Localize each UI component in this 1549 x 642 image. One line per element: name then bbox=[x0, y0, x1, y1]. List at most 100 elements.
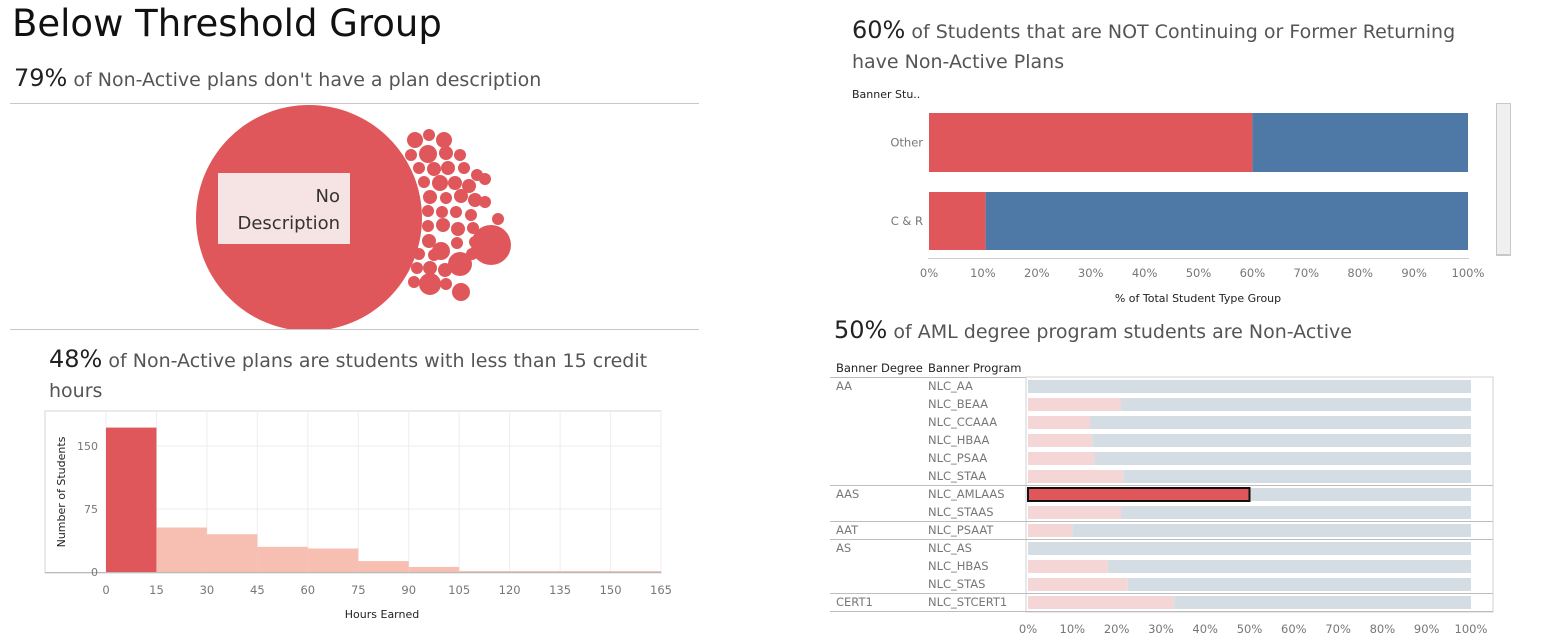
aml-bar-active[interactable] bbox=[1174, 596, 1471, 609]
bubble-chart bbox=[196, 105, 511, 330]
small-bubble[interactable] bbox=[440, 278, 452, 290]
aml-bar-highlighted[interactable] bbox=[1027, 487, 1251, 502]
bubble-divider-bottom bbox=[10, 329, 699, 330]
aml-program-label: NLC_AS bbox=[928, 541, 972, 555]
aml-bar-non-active[interactable] bbox=[1028, 470, 1124, 483]
small-bubble[interactable] bbox=[419, 273, 441, 295]
small-bubble[interactable] bbox=[423, 261, 437, 275]
small-bubble[interactable] bbox=[407, 132, 423, 148]
small-bubble[interactable] bbox=[422, 234, 436, 248]
aml-program-label: NLC_STAS bbox=[928, 577, 985, 591]
aml-bar-active[interactable] bbox=[1123, 470, 1471, 483]
aml-xtick-label: 100% bbox=[1455, 622, 1488, 636]
aml-bar-non-active[interactable] bbox=[1028, 596, 1175, 609]
aml-bar-non-active[interactable] bbox=[1028, 560, 1108, 573]
student-bar-active[interactable] bbox=[985, 192, 1468, 250]
small-bubble[interactable] bbox=[419, 145, 437, 163]
aml-bar-active[interactable] bbox=[1249, 488, 1472, 501]
small-bubble[interactable] bbox=[466, 248, 478, 260]
small-bubble[interactable] bbox=[479, 173, 491, 185]
aml-bar-non-active[interactable] bbox=[1028, 452, 1095, 465]
histogram-bar[interactable] bbox=[307, 548, 359, 572]
aml-bar-non-active[interactable] bbox=[1028, 416, 1091, 429]
small-bubble[interactable] bbox=[436, 206, 448, 218]
aml-xtick-label: 60% bbox=[1281, 622, 1307, 636]
student-bar-non-active[interactable] bbox=[929, 192, 986, 250]
aml-xtick-label: 90% bbox=[1414, 622, 1440, 636]
histogram-bar[interactable] bbox=[509, 571, 561, 572]
aml-bar-active[interactable] bbox=[1028, 542, 1471, 555]
small-bubble[interactable] bbox=[436, 132, 452, 148]
small-bubble[interactable] bbox=[408, 276, 420, 288]
small-bubble[interactable] bbox=[448, 176, 462, 190]
aml-bar-non-active[interactable] bbox=[1028, 506, 1122, 519]
small-bubble[interactable] bbox=[468, 193, 482, 207]
small-bubble[interactable] bbox=[467, 222, 479, 234]
student-type-chart: Other C & R 0% 10% 20% 30% 40% 50% 60% 70% 80% 90% 1… bbox=[890, 113, 1485, 305]
small-bubble[interactable] bbox=[432, 175, 448, 191]
histogram-xtick-label: 135 bbox=[549, 583, 571, 597]
small-bubble[interactable] bbox=[428, 249, 440, 261]
histogram-bar[interactable] bbox=[408, 566, 460, 572]
aml-bar-non-active[interactable] bbox=[1028, 578, 1128, 591]
small-bubble[interactable] bbox=[413, 248, 425, 260]
small-bubble[interactable] bbox=[448, 252, 472, 276]
aml-bar-non-active[interactable] bbox=[1028, 434, 1093, 447]
histogram-bar[interactable] bbox=[560, 571, 611, 572]
small-bubble[interactable] bbox=[452, 283, 470, 301]
student-xtick-label: 10% bbox=[970, 266, 996, 280]
small-bubble[interactable] bbox=[418, 176, 430, 188]
small-bubble[interactable] bbox=[413, 162, 425, 174]
small-bubble[interactable] bbox=[411, 262, 423, 274]
histogram-bar[interactable] bbox=[358, 561, 409, 572]
aml-program-label: NLC_BEAA bbox=[928, 397, 988, 411]
student-bar-non-active[interactable] bbox=[929, 113, 1253, 172]
small-bubble[interactable] bbox=[454, 149, 466, 161]
small-bubble[interactable] bbox=[479, 196, 491, 208]
small-bubble[interactable] bbox=[450, 206, 462, 218]
aml-bar-active[interactable] bbox=[1121, 398, 1471, 411]
aml-bar-active[interactable] bbox=[1028, 380, 1471, 393]
aml-bar-active[interactable] bbox=[1072, 524, 1471, 537]
aml-bar-active[interactable] bbox=[1121, 506, 1471, 519]
aml-bar-non-active[interactable] bbox=[1028, 524, 1073, 537]
histogram-bar[interactable] bbox=[610, 571, 661, 572]
small-bubble[interactable] bbox=[423, 129, 435, 141]
aml-bar-non-active[interactable] bbox=[1028, 398, 1122, 411]
aml-xtick-label: 30% bbox=[1148, 622, 1174, 636]
small-bubble[interactable] bbox=[439, 146, 453, 160]
small-bubble[interactable] bbox=[440, 192, 452, 204]
histogram-bar[interactable] bbox=[106, 427, 157, 572]
bubble-headline-pct: 79% bbox=[14, 64, 68, 92]
small-bubble[interactable] bbox=[471, 225, 511, 265]
student-bar-active[interactable] bbox=[1252, 113, 1468, 172]
small-bubble[interactable] bbox=[458, 162, 470, 174]
small-bubble[interactable] bbox=[441, 161, 455, 175]
small-bubble[interactable] bbox=[454, 189, 468, 203]
aml-program-label: NLC_STAA bbox=[928, 469, 986, 483]
small-bubble[interactable] bbox=[465, 209, 477, 221]
histogram-bar[interactable] bbox=[156, 527, 207, 572]
aml-bar-active[interactable] bbox=[1094, 452, 1471, 465]
aml-bar-active[interactable] bbox=[1127, 578, 1471, 591]
aml-bar-active[interactable] bbox=[1090, 416, 1471, 429]
small-bubble[interactable] bbox=[422, 220, 434, 232]
histogram-bar[interactable] bbox=[206, 534, 258, 572]
small-bubble[interactable] bbox=[405, 149, 417, 161]
no-description-label: No Description bbox=[218, 173, 350, 244]
small-bubble[interactable] bbox=[423, 190, 437, 204]
aml-bar-active[interactable] bbox=[1092, 434, 1471, 447]
histogram-bar[interactable] bbox=[459, 571, 510, 572]
small-bubble[interactable] bbox=[492, 213, 504, 225]
scrollbar[interactable] bbox=[1496, 103, 1511, 255]
small-bubble[interactable] bbox=[436, 218, 450, 232]
histogram-bar[interactable] bbox=[257, 546, 308, 572]
small-bubble[interactable] bbox=[451, 237, 463, 249]
small-bubble[interactable] bbox=[422, 205, 434, 217]
aml-bar-active[interactable] bbox=[1107, 560, 1471, 573]
small-bubble[interactable] bbox=[427, 162, 441, 176]
small-bubble[interactable] bbox=[462, 179, 476, 193]
small-bubble[interactable] bbox=[451, 222, 465, 236]
aml-headline-pct: 50% bbox=[834, 316, 888, 344]
small-bubble[interactable] bbox=[469, 236, 481, 248]
